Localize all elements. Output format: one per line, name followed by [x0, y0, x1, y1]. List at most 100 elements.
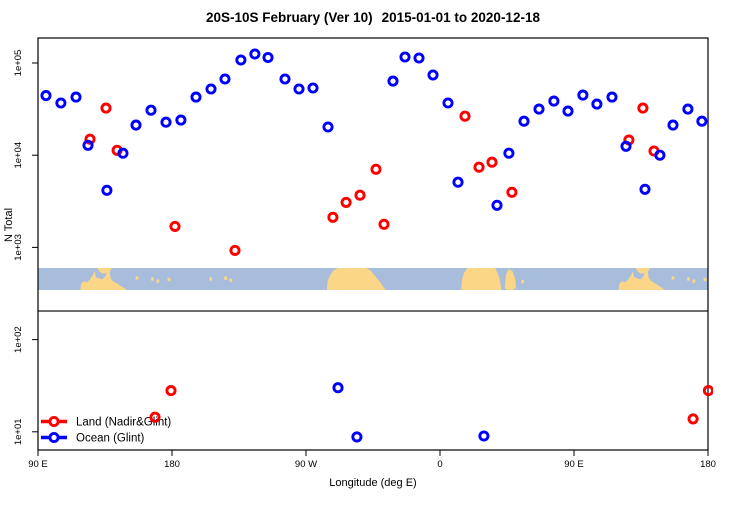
data-point-ocean [427, 69, 439, 81]
data-point-ocean [322, 121, 334, 133]
data-point-ocean [55, 97, 67, 109]
data-point-ocean [562, 105, 574, 117]
y-axis-ticks: 1e+01 1e+02 1e+03 1e+04 1e+05 [13, 50, 38, 445]
legend-land-label: Land (Nadir&Glint) [76, 417, 171, 429]
map-band [38, 268, 708, 290]
x-tick-label: 180 [164, 459, 180, 470]
data-point-land [229, 244, 241, 256]
data-point-ocean [491, 199, 503, 211]
data-point-ocean [249, 48, 261, 60]
data-point-ocean [145, 104, 157, 116]
data-point-ocean [307, 82, 319, 94]
island [224, 276, 227, 280]
data-point-ocean [175, 114, 187, 126]
data-point-ocean [442, 97, 454, 109]
x-tick-label: 90 E [28, 459, 48, 470]
legend-land-marker [48, 415, 60, 428]
island [703, 277, 707, 282]
data-point-land [459, 110, 471, 122]
island [229, 278, 233, 282]
legend: Land (Nadir&Glint) Ocean (Glint) [41, 415, 171, 445]
data-point-ocean [130, 119, 142, 131]
data-point-ocean [235, 54, 247, 66]
data-point-ocean [101, 184, 113, 196]
data-point-ocean [452, 176, 464, 188]
legend-ocean-label: Ocean (Glint) [76, 433, 145, 445]
data-point-ocean [293, 83, 305, 95]
data-point-land [149, 411, 161, 423]
land-africa [461, 268, 502, 290]
data-point-ocean [639, 183, 651, 195]
island [151, 277, 154, 281]
land-new-guinea-wrap1 [97, 268, 112, 274]
x-axis-ticks: 90 E 180 90 W 0 90 E 180 [28, 450, 716, 470]
data-point-ocean [205, 83, 217, 95]
island [687, 277, 690, 281]
data-point-land [165, 385, 177, 397]
data-point-ocean [351, 431, 363, 443]
data-point-ocean [591, 98, 603, 110]
land-madagascar [504, 269, 516, 290]
data-point-land [702, 385, 713, 397]
data-point-ocean [387, 75, 399, 87]
y-tick-label: 1e+04 [13, 142, 24, 169]
data-point-ocean [70, 91, 82, 103]
land-australia-wrap2 [618, 268, 665, 290]
chart-title-range: 2015-01-01 to 2020-12-18 [382, 10, 541, 25]
data-point-ocean [620, 140, 632, 152]
data-point-ocean [606, 91, 618, 103]
land-australia-wrap1 [80, 268, 127, 290]
x-tick-label: 90 E [564, 459, 584, 470]
data-point-land [354, 189, 366, 201]
x-axis-title: Longitude (deg E) [329, 477, 416, 489]
island [156, 279, 160, 283]
data-point-ocean [548, 95, 560, 107]
y-tick-label: 1e+01 [13, 418, 24, 445]
island [209, 277, 213, 281]
island [671, 276, 675, 280]
data-point-ocean [160, 116, 172, 128]
data-point-ocean [533, 103, 545, 115]
x-tick-label: 90 W [295, 459, 317, 470]
data-point-ocean [40, 90, 52, 102]
data-point-land [100, 102, 112, 114]
data-point-land [486, 156, 498, 168]
data-point-land [637, 102, 649, 114]
legend-ocean-marker [48, 431, 60, 444]
data-point-ocean [219, 73, 231, 85]
y-tick-label: 1e+03 [13, 234, 24, 261]
land-new-guinea-wrap2 [635, 268, 650, 274]
chart-title: 20S-10S February (Ver 10) 2015-01-01 to 2… [206, 10, 540, 25]
land-south-america [326, 268, 386, 290]
data-point-ocean [399, 51, 411, 63]
data-point-ocean [667, 119, 679, 131]
chart-title-main: 20S-10S February (Ver 10) [206, 10, 373, 25]
y-axis-title: N Total [3, 208, 15, 242]
data-point-ocean [279, 73, 291, 85]
x-tick-label: 0 [437, 459, 442, 470]
island [521, 279, 524, 284]
island [692, 279, 696, 283]
data-point-land [687, 413, 699, 425]
x-tick-label: 180 [700, 459, 716, 470]
data-point-land [506, 186, 518, 198]
y-tick-label: 1e+02 [13, 326, 24, 353]
data-point-ocean [518, 115, 530, 127]
data-point-ocean [190, 91, 202, 103]
y-tick-label: 1e+05 [13, 50, 24, 77]
data-point-ocean [82, 139, 94, 151]
data-point-ocean [332, 382, 344, 394]
island [135, 276, 139, 280]
data-point-ocean [117, 147, 129, 159]
scatter-points [40, 48, 713, 443]
data-point-land [378, 218, 390, 230]
data-point-land [340, 196, 352, 208]
data-point-ocean [503, 147, 515, 159]
island [167, 277, 171, 282]
data-point-land [473, 161, 485, 173]
data-point-ocean [654, 149, 666, 161]
data-point-ocean [577, 89, 589, 101]
plot-frame [37, 37, 709, 451]
